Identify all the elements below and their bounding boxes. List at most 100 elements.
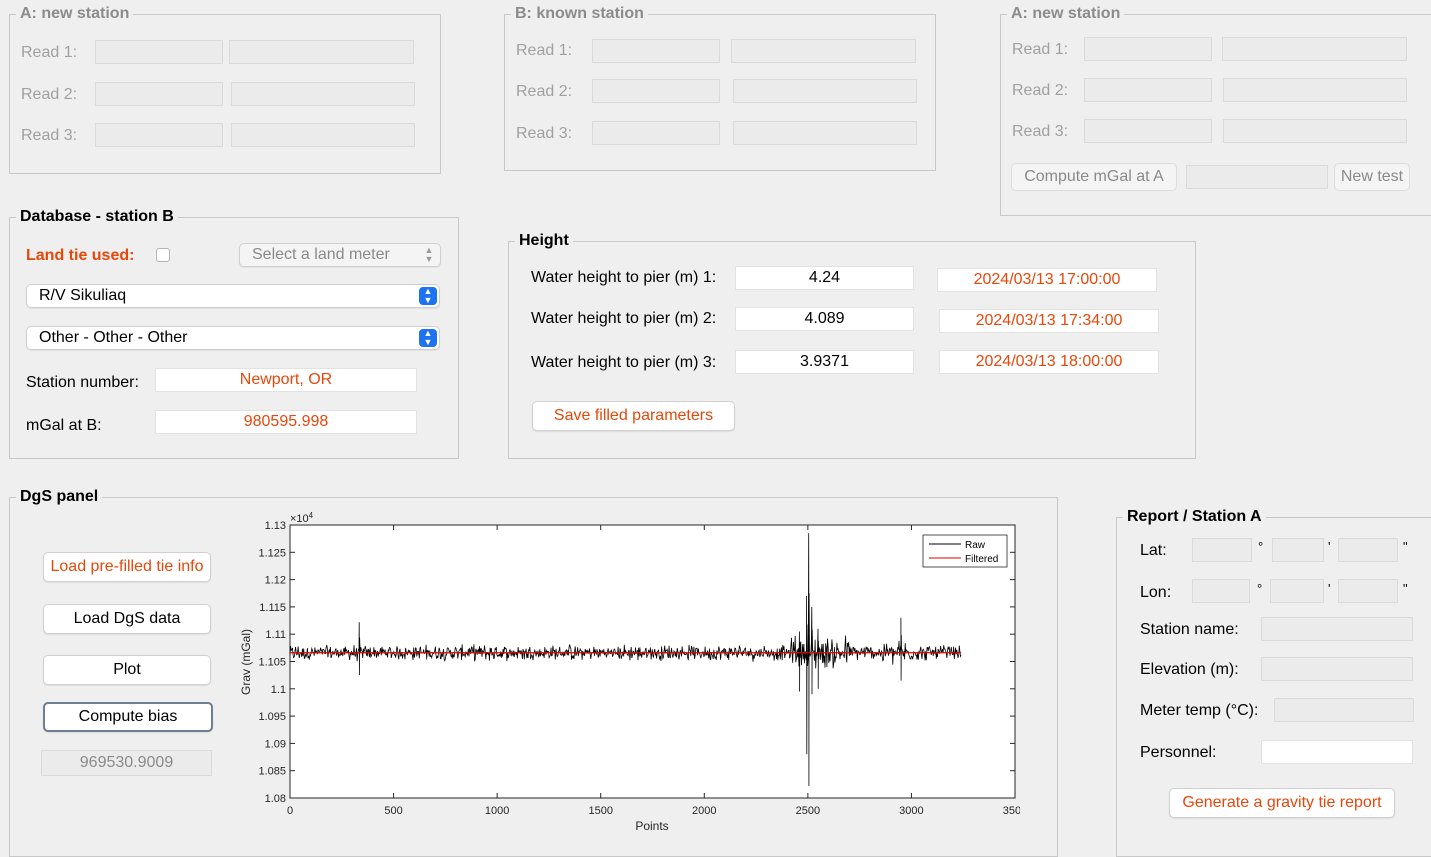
panel-a-right-title: A: new station [1007,5,1125,23]
new-test-button[interactable]: New test [1334,163,1410,191]
a-left-read-2-field-2[interactable] [231,82,415,106]
y-tick-label: 1.12 [265,575,286,587]
x-axis-label: Points [635,819,668,830]
lat-label: Lat: [1140,542,1167,559]
elevation-field[interactable] [1261,657,1413,681]
a-left-read-1-label: Read 1: [21,44,78,61]
panel-a-left-title: A: new station [16,5,134,23]
y-tick-label: 1.1 [271,684,286,696]
lat-degree-symbol: ° [1258,539,1264,554]
y-exponent: ×104 [290,511,314,525]
water-height-1-time[interactable]: 2024/03/13 17:00:00 [937,268,1157,292]
x-tick-label: 2000 [692,805,716,817]
lat-second-symbol: " [1403,539,1408,554]
a-left-read-3-label: Read 3: [21,127,78,144]
x-tick-label: 3500 [1003,805,1020,817]
lon-seconds-field[interactable] [1338,579,1398,603]
land-tie-checkbox[interactable] [156,248,170,262]
x-tick-label: 0 [287,805,293,817]
y-tick-label: 1.105 [258,657,286,669]
x-tick-label: 1500 [588,805,612,817]
x-tick-label: 2500 [796,805,820,817]
station-number-field[interactable]: Newport, OR [155,368,417,392]
bias-output[interactable]: 969530.9009 [41,750,212,776]
plot-button[interactable]: Plot [43,655,211,685]
generate-gravity-tie-report-button[interactable]: Generate a gravity tie report [1169,788,1395,818]
a-right-read-1-label: Read 1: [1012,41,1069,58]
a-right-read-3-field-1[interactable] [1084,119,1212,143]
water-height-2-field[interactable]: 4.089 [735,307,914,331]
lon-second-symbol: " [1403,581,1408,596]
water-height-3-time[interactable]: 2024/03/13 18:00:00 [939,350,1159,374]
land-meter-select-text: Select a land meter [252,246,390,263]
mgal-at-a-output[interactable] [1186,165,1328,189]
compute-bias-button[interactable]: Compute bias [43,702,213,732]
x-tick-label: 1000 [485,805,509,817]
legend-raw-label: Raw [965,540,986,551]
b-read-2-field-1[interactable] [592,79,720,103]
station-name-field[interactable] [1261,617,1413,641]
lat-degrees-field[interactable] [1192,538,1252,562]
a-right-read-2-field-2[interactable] [1223,78,1407,102]
land-tie-label: Land tie used: [26,247,135,264]
personnel-field[interactable] [1261,740,1413,764]
a-left-read-1-field-1[interactable] [95,40,223,64]
a-left-read-3-field-2[interactable] [231,123,415,147]
y-tick-label: 1.11 [265,629,286,641]
a-right-read-1-field-1[interactable] [1084,37,1212,61]
compute-mgal-at-a-button[interactable]: Compute mGal at A [1011,163,1177,191]
a-left-read-2-label: Read 2: [21,86,78,103]
meter-temp-field[interactable] [1274,698,1414,722]
report-panel-title: Report / Station A [1123,508,1266,526]
lon-label: Lon: [1140,584,1172,601]
water-height-1-label: Water height to pier (m) 1: [531,269,717,286]
lat-minutes-field[interactable] [1272,538,1324,562]
b-read-3-field-1[interactable] [592,121,720,145]
lon-degrees-field[interactable] [1192,579,1250,603]
a-left-read-3-field-1[interactable] [95,123,223,147]
b-read-1-field-1[interactable] [592,39,720,63]
station-number-label: Station number: [26,374,139,391]
b-read-1-field-2[interactable] [731,39,916,63]
a-left-read-1-field-2[interactable] [229,40,414,64]
load-prefilled-tie-info-button[interactable]: Load pre-filled tie info [43,552,211,582]
panel-a-new-station-left: A: new station [9,5,441,174]
land-meter-select[interactable]: Select a land meter ▲ ▼ [239,243,441,267]
b-read-2-field-2[interactable] [733,79,917,103]
a-right-read-2-field-1[interactable] [1084,78,1212,102]
legend-filtered-label: Filtered [965,554,998,565]
up-down-chevron-icon: ▲ ▼ [424,245,434,264]
mgal-at-b-field[interactable]: 980595.998 [155,410,417,434]
water-height-3-field[interactable]: 3.9371 [735,350,914,374]
lon-minutes-field[interactable] [1270,579,1324,603]
a-right-read-2-label: Read 2: [1012,82,1069,99]
elevation-label: Elevation (m): [1140,661,1239,678]
a-right-read-1-field-2[interactable] [1222,37,1407,61]
water-height-1-field[interactable]: 4.24 [735,266,914,290]
y-tick-label: 1.09 [265,738,286,750]
y-tick-label: 1.085 [258,766,286,778]
station-select[interactable]: Other - Other - Other ▲ ▼ [26,326,440,350]
b-read-1-label: Read 1: [516,42,573,59]
panel-a-new-station-right: A: new station [1000,5,1431,216]
lon-minute-symbol: ' [1328,581,1331,596]
lat-seconds-field[interactable] [1338,538,1398,562]
a-left-read-2-field-1[interactable] [95,82,223,106]
raw-series-line [289,533,962,787]
ship-select-text: R/V Sikuliaq [39,287,127,304]
database-panel-title: Database - station B [16,208,178,226]
y-tick-label: 1.13 [265,520,286,532]
y-tick-label: 1.08 [265,793,286,805]
panel-database-station-b: Database - station B [9,208,459,459]
ship-select[interactable]: R/V Sikuliaq ▲ ▼ [26,284,440,308]
a-right-read-3-field-2[interactable] [1223,119,1407,143]
save-filled-parameters-button[interactable]: Save filled parameters [532,401,735,431]
load-dgs-data-button[interactable]: Load DgS data [43,604,211,634]
up-down-chevron-icon: ▲ ▼ [419,329,437,347]
station-select-text: Other - Other - Other [39,329,188,346]
y-tick-label: 1.125 [258,547,286,559]
b-read-3-field-2[interactable] [733,121,917,145]
water-height-2-time[interactable]: 2024/03/13 17:34:00 [939,309,1159,333]
y-exponent-power: 4 [309,511,314,520]
a-right-read-3-label: Read 3: [1012,123,1069,140]
